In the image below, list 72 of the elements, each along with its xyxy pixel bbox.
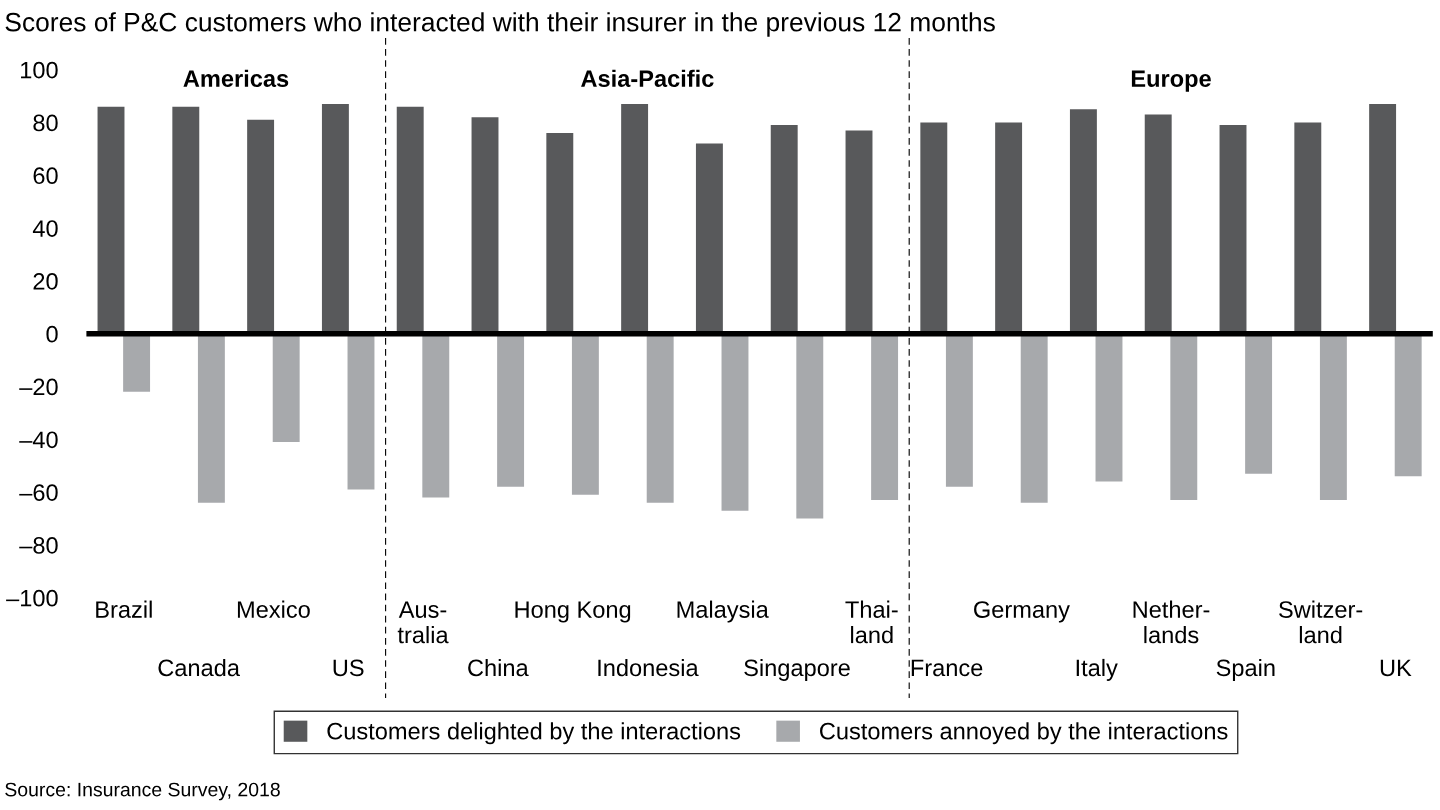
- x-tick-label: Nether- lands: [1133, 600, 1210, 644]
- x-tick-label: Indonesia: [598, 658, 699, 677]
- bar: [97, 106, 125, 334]
- bar: [347, 333, 375, 490]
- y-tick-label: –20: [19, 378, 58, 396]
- x-tick-label: Thai- land: [845, 600, 898, 644]
- x-tick-label: Mexico: [237, 600, 310, 618]
- bar: [695, 143, 723, 334]
- x-tick-label: Singapore: [744, 658, 850, 681]
- bar: [721, 333, 749, 511]
- bar: [321, 103, 349, 334]
- bar: [422, 333, 450, 498]
- legend-label: Customers annoyed by the interactions: [820, 722, 1228, 745]
- x-tick-label: Hong Kong: [515, 601, 631, 623]
- x-tick-label: UK: [1380, 659, 1412, 677]
- y-tick-label: 100: [21, 61, 58, 79]
- y-tick-label: –80: [19, 537, 58, 554]
- bar: [871, 333, 899, 501]
- bar: [1245, 333, 1273, 474]
- bar: [172, 106, 200, 334]
- x-tick-label: Brazil: [96, 600, 152, 618]
- x-tick-label: France: [911, 659, 983, 677]
- bar: [123, 333, 151, 392]
- bar: [546, 133, 574, 334]
- y-tick-label: 20: [33, 272, 58, 290]
- bar: [995, 122, 1023, 334]
- x-tick-label: Spain: [1216, 658, 1275, 681]
- bar: [621, 103, 649, 334]
- bar: [770, 125, 798, 334]
- bar: [920, 122, 948, 334]
- bar: [646, 333, 674, 503]
- y-tick-label: 40: [32, 220, 58, 237]
- bar: [272, 333, 300, 442]
- x-tick-label: Italy: [1076, 658, 1118, 681]
- chart-title: Scores of P&C customers who interacted with their insurer in the previous 12 months: [5, 12, 995, 37]
- bar: [247, 119, 275, 334]
- bar: [396, 106, 424, 334]
- bar: [471, 117, 499, 334]
- y-tick-label: 0: [46, 325, 58, 343]
- annotation: Europe: [1131, 70, 1211, 92]
- bar: [1219, 125, 1247, 334]
- legend-label: Customers delighted by the interactions: [327, 722, 741, 745]
- y-tick-label: 60: [33, 167, 58, 185]
- bar: [1319, 333, 1347, 501]
- bar: [845, 130, 873, 334]
- annotation: Americas: [183, 69, 289, 87]
- x-tick-label: Canada: [158, 658, 240, 677]
- bar: [1069, 109, 1097, 334]
- y-tick-label: –60: [19, 484, 58, 501]
- bar: [1294, 122, 1322, 334]
- bar: [1394, 333, 1422, 477]
- x-tick-label: Aus- tralia: [397, 601, 449, 644]
- bar: [571, 333, 599, 495]
- bar: [1144, 114, 1172, 334]
- y-tick-label: 80: [33, 114, 58, 132]
- x-tick-label: Germany: [974, 601, 1070, 623]
- bar: [1369, 103, 1397, 334]
- bar: [796, 333, 824, 519]
- y-tick-label: –40: [19, 431, 58, 449]
- bar: [497, 333, 525, 487]
- x-tick-label: US: [333, 659, 364, 677]
- bar: [945, 333, 973, 487]
- x-tick-label: Malaysia: [677, 600, 769, 623]
- bar: [1020, 333, 1048, 503]
- bar: [1170, 333, 1198, 501]
- source-note: Source: Insurance Survey, 2018: [5, 782, 280, 801]
- y-tick-label: –100: [6, 589, 58, 607]
- x-tick-label: China: [468, 658, 529, 677]
- bar: [1095, 333, 1123, 482]
- annotation: Asia-Pacific: [581, 69, 714, 87]
- x-tick-label: Switzer- land: [1279, 600, 1363, 644]
- bar: [197, 333, 225, 503]
